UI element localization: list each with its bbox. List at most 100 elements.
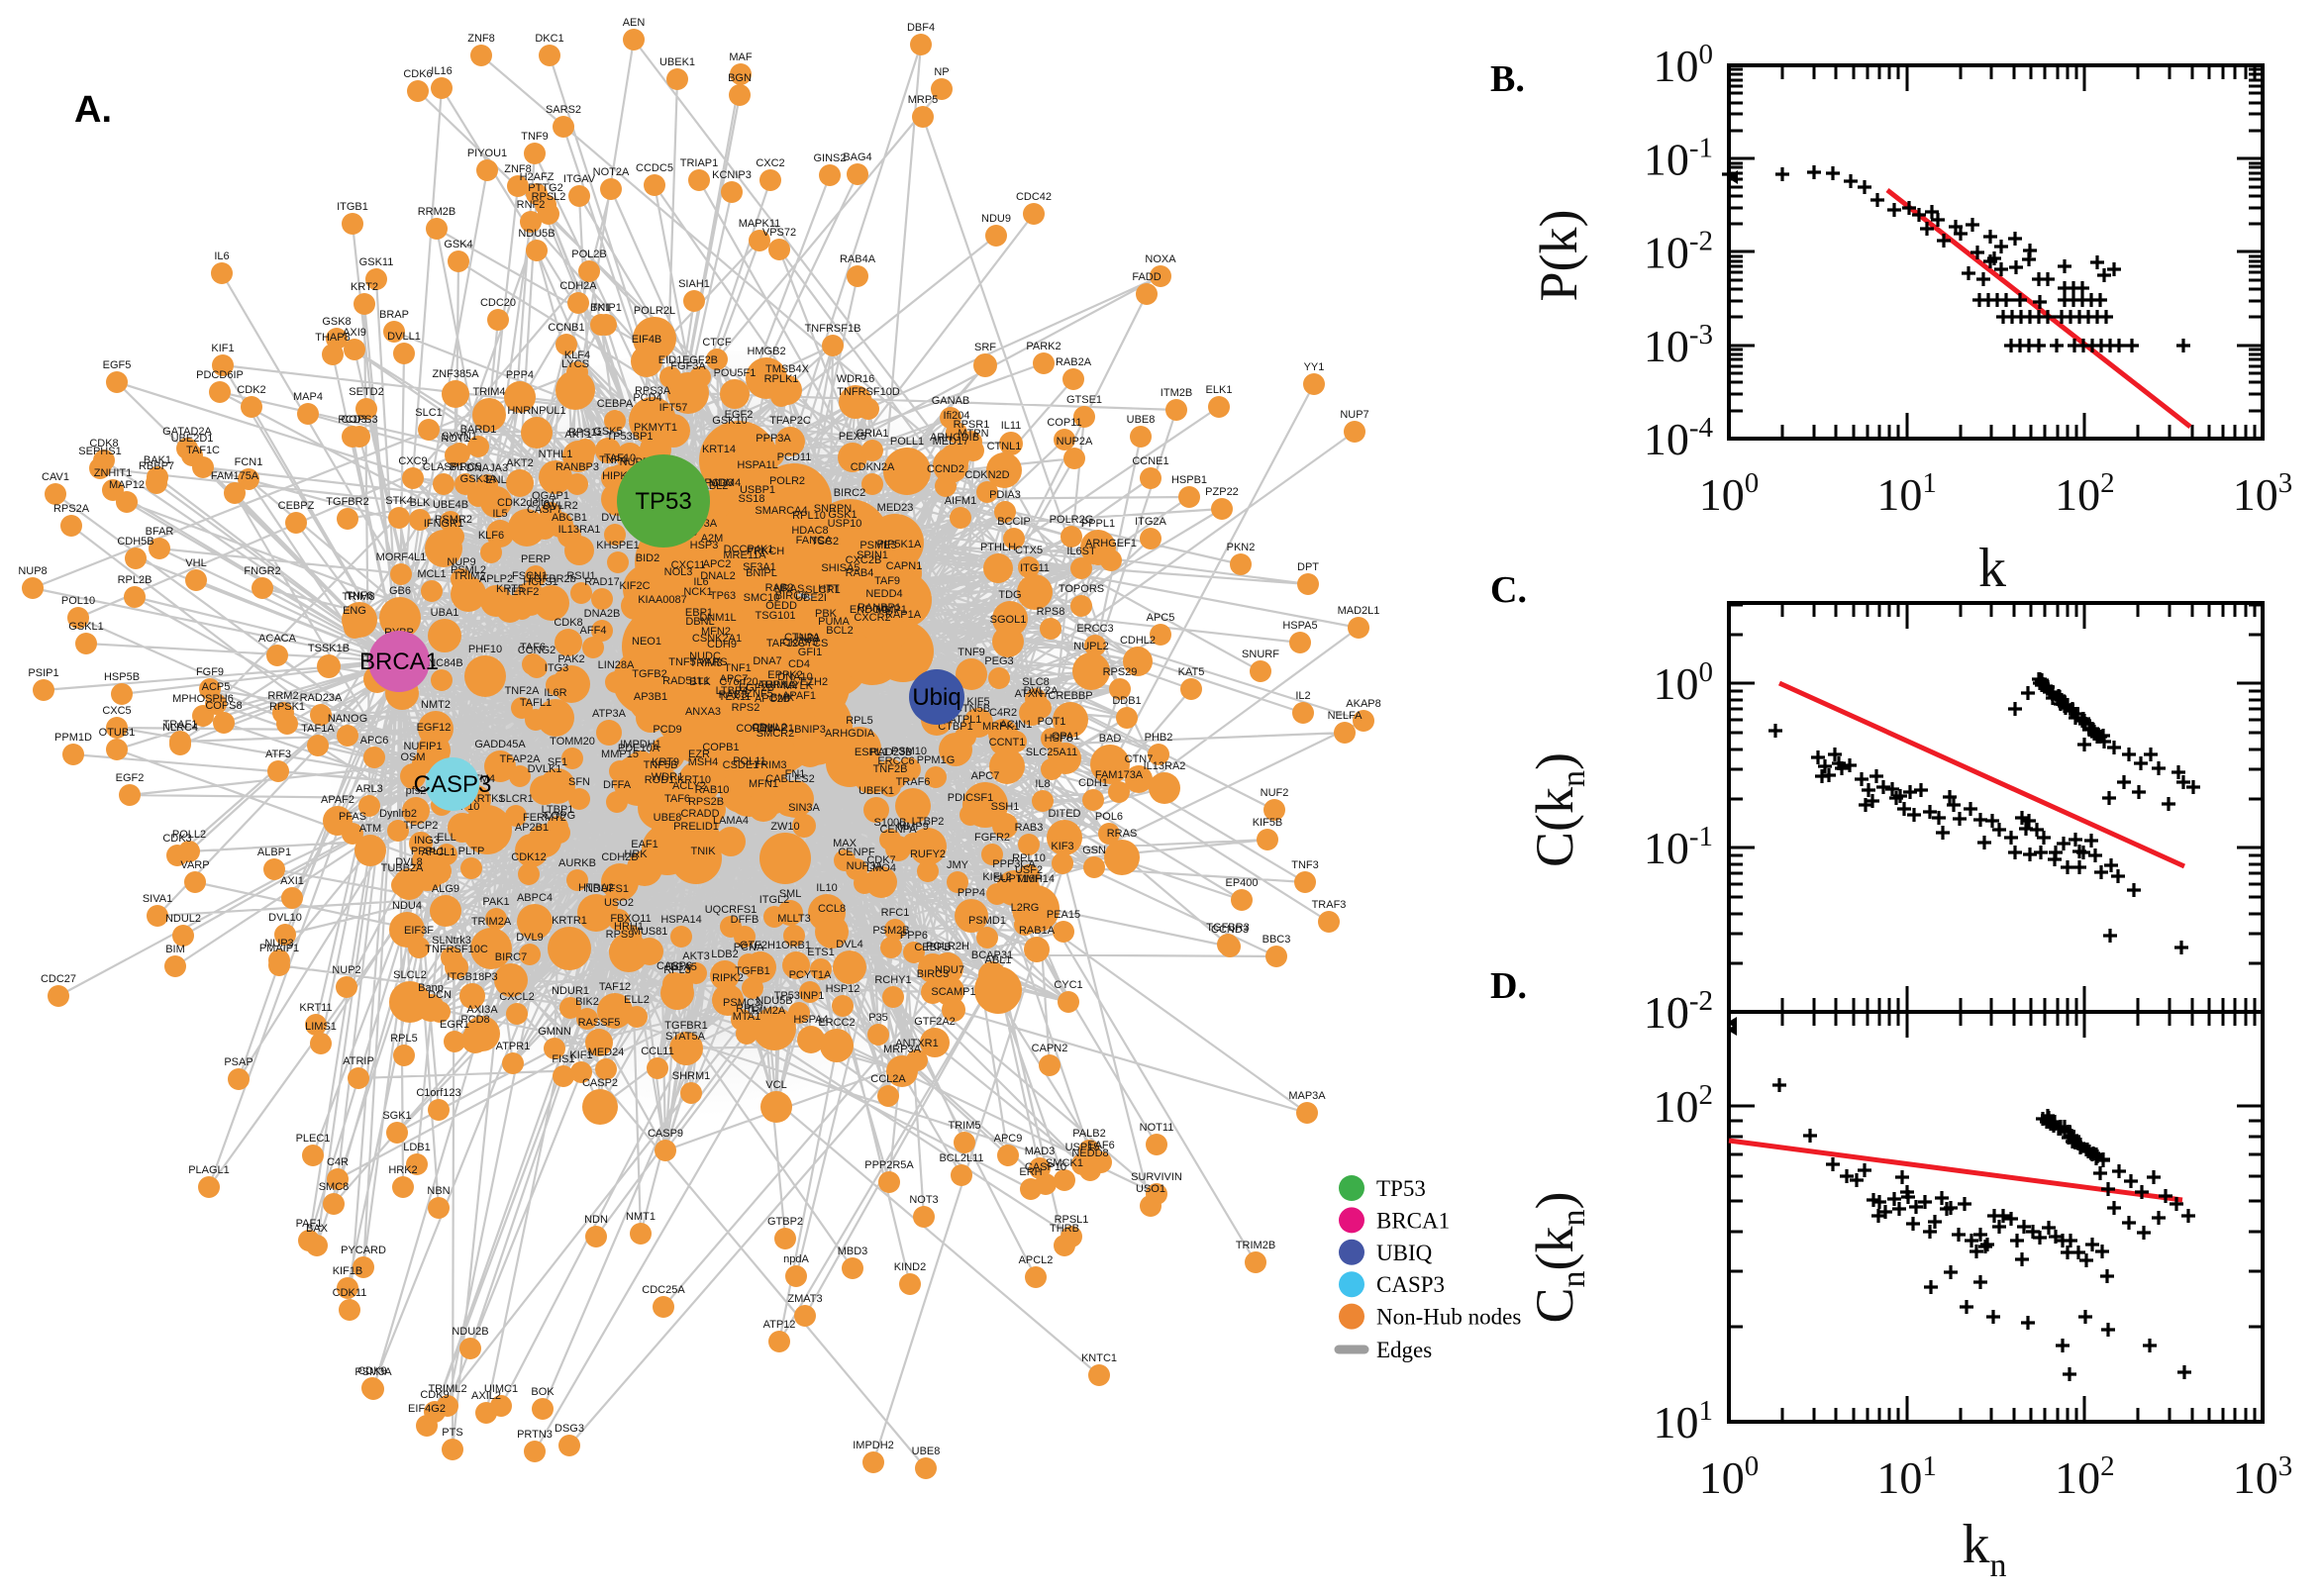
svg-text:SEPHS1: SEPHS1	[78, 446, 121, 457]
svg-text:GTF2H1: GTF2H1	[740, 940, 781, 951]
svg-text:PZP22: PZP22	[1205, 486, 1239, 498]
svg-text:SF1: SF1	[548, 756, 567, 768]
svg-text:SNURF: SNURF	[1242, 648, 1279, 660]
svg-text:FNGR2: FNGR2	[244, 565, 280, 577]
svg-text:CDK12: CDK12	[511, 851, 546, 863]
svg-text:S100B: S100B	[873, 817, 906, 829]
svg-text:MYLK: MYLK	[783, 680, 814, 692]
svg-text:DVL8: DVL8	[395, 856, 423, 868]
svg-text:TAF12: TAF12	[599, 981, 631, 993]
svg-text:CLASP1: CLASP1	[423, 461, 464, 473]
svg-text:AXI1: AXI1	[280, 875, 304, 887]
svg-text:AURKB: AURKB	[558, 857, 596, 869]
svg-text:SS18: SS18	[739, 493, 765, 505]
svg-text:CDHL2: CDHL2	[752, 722, 787, 734]
svg-text:PCD3: PCD3	[704, 477, 733, 489]
svg-text:Non-Hub nodes: Non-Hub nodes	[1376, 1305, 1521, 1330]
svg-text:IL13RA2: IL13RA2	[1144, 760, 1186, 772]
svg-text:POL6: POL6	[1095, 811, 1123, 823]
svg-text:TNFRSF10D: TNFRSF10D	[837, 386, 900, 398]
svg-text:NEDD8: NEDD8	[1071, 1147, 1108, 1159]
svg-text:RAP1A: RAP1A	[885, 609, 922, 621]
svg-text:LTBP4: LTBP4	[716, 685, 749, 697]
svg-text:PCYT1A: PCYT1A	[789, 969, 832, 981]
svg-text:PSM3A: PSM3A	[354, 1366, 392, 1378]
svg-text:DNAL2: DNAL2	[700, 570, 735, 582]
svg-text:MRP3A: MRP3A	[883, 1044, 922, 1055]
svg-text:PCD8: PCD8	[460, 1014, 489, 1026]
svg-text:EP400: EP400	[1225, 877, 1258, 889]
svg-text:PSMC3: PSMC3	[723, 997, 760, 1009]
svg-text:UBE4B: UBE4B	[433, 499, 468, 511]
svg-text:10-3: 10-3	[1644, 319, 1713, 371]
svg-text:NCK1: NCK1	[683, 586, 712, 598]
svg-text:GSK1: GSK1	[828, 509, 857, 521]
svg-text:kn: kn	[1963, 1514, 2007, 1584]
svg-text:ELL2: ELL2	[624, 994, 650, 1006]
svg-text:FGF3A: FGF3A	[670, 360, 706, 372]
svg-text:DVL9: DVL9	[516, 932, 544, 944]
svg-text:SARS2: SARS2	[546, 104, 581, 116]
svg-text:NOT11: NOT11	[1140, 1122, 1174, 1134]
svg-text:CASP7: CASP7	[527, 504, 562, 516]
svg-text:COPB2: COPB2	[736, 723, 772, 735]
svg-text:DNA10: DNA10	[777, 671, 812, 683]
svg-text:ARHGDIB: ARHGDIB	[930, 432, 979, 444]
svg-text:RPL10: RPL10	[792, 510, 826, 522]
svg-text:RPL2B: RPL2B	[118, 574, 152, 586]
svg-text:APC2B: APC2B	[755, 693, 790, 705]
svg-text:HRH1: HRH1	[614, 921, 644, 933]
svg-text:EGF5: EGF5	[103, 359, 132, 371]
svg-text:POL10: POL10	[61, 595, 95, 607]
svg-text:EID1: EID1	[658, 354, 682, 366]
svg-text:TERF2: TERF2	[505, 586, 540, 598]
svg-text:TRAF6: TRAF6	[896, 776, 931, 788]
svg-text:ITG3: ITG3	[545, 662, 568, 674]
svg-text:RAD51L1: RAD51L1	[662, 675, 710, 687]
svg-text:IL10: IL10	[816, 882, 837, 894]
svg-text:HRK: HRK	[624, 848, 648, 860]
svg-text:SIVA1: SIVA1	[143, 893, 172, 905]
svg-text:DVL4: DVL4	[836, 939, 863, 950]
svg-text:SMARCA4: SMARCA4	[755, 505, 807, 517]
svg-text:NANOG: NANOG	[328, 713, 367, 725]
svg-text:DVL10: DVL10	[268, 912, 302, 924]
svg-text:ZW10: ZW10	[770, 821, 799, 833]
svg-text:CXC5: CXC5	[102, 705, 131, 717]
svg-text:ATM: ATM	[359, 823, 381, 835]
svg-text:APC9: APC9	[994, 1133, 1023, 1145]
svg-text:VARS: VARS	[698, 656, 727, 668]
svg-text:MTA1: MTA1	[733, 1011, 761, 1023]
svg-text:TRIML2: TRIML2	[428, 1383, 466, 1395]
svg-text:SLC1: SLC1	[415, 407, 443, 419]
svg-text:COP11: COP11	[1047, 417, 1081, 429]
svg-text:THRB: THRB	[1050, 1223, 1079, 1235]
svg-text:ITGL2: ITGL2	[759, 894, 790, 906]
svg-text:AKAP8: AKAP8	[1346, 698, 1380, 710]
svg-text:k: k	[1978, 538, 2006, 599]
svg-text:P35: P35	[868, 1012, 888, 1024]
svg-text:MMP14: MMP14	[1017, 873, 1055, 885]
svg-text:AP3B1: AP3B1	[634, 691, 667, 703]
svg-text:GADD45A: GADD45A	[474, 739, 526, 750]
svg-text:TAF6: TAF6	[664, 793, 690, 805]
svg-text:RAB2: RAB2	[765, 582, 794, 594]
svg-text:VPS72: VPS72	[762, 227, 796, 239]
svg-text:CDKN2A: CDKN2A	[851, 461, 895, 473]
svg-text:GSN: GSN	[1082, 845, 1106, 856]
svg-text:LYCS: LYCS	[561, 358, 589, 370]
svg-text:CDC27: CDC27	[41, 973, 76, 985]
svg-text:MMP9: MMP9	[897, 821, 929, 833]
svg-text:IL6R: IL6R	[544, 687, 566, 699]
svg-text:BIRC5: BIRC5	[450, 461, 481, 473]
svg-text:NOT2A: NOT2A	[593, 166, 630, 178]
svg-text:ATF3: ATF3	[265, 748, 291, 760]
svg-text:CDC25A: CDC25A	[642, 1284, 685, 1296]
svg-text:RAD23B: RAD23B	[870, 747, 913, 758]
svg-text:PAK2: PAK2	[557, 653, 584, 665]
svg-text:CXCL2: CXCL2	[499, 991, 534, 1003]
svg-text:UBE8: UBE8	[912, 1446, 941, 1457]
svg-text:FIS1: FIS1	[552, 1053, 574, 1065]
svg-text:ACIN1: ACIN1	[1000, 719, 1032, 731]
svg-text:PRTN3: PRTN3	[517, 1429, 553, 1441]
